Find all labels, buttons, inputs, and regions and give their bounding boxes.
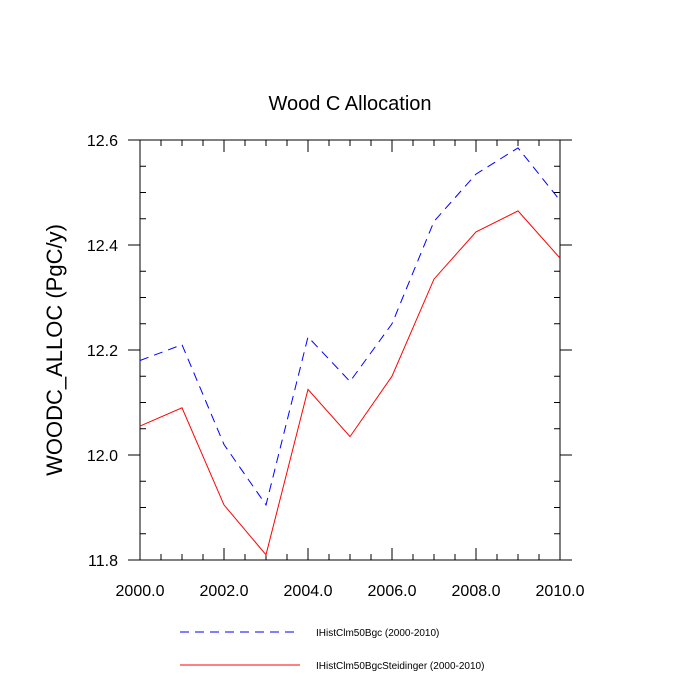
y-tick-label: 12.0 xyxy=(87,448,118,465)
series-line-1 xyxy=(139,210,561,556)
x-tick-label: 2004.0 xyxy=(284,583,333,600)
series-line-0 xyxy=(139,147,561,507)
y-tick-label: 12.2 xyxy=(87,343,118,360)
series-lines xyxy=(139,147,561,556)
y-tick-label: 11.8 xyxy=(88,553,118,570)
x-tick-label: 2006.0 xyxy=(368,583,417,600)
x-tick-label: 2000.0 xyxy=(116,583,165,600)
axis-ticks xyxy=(128,139,572,561)
y-tick-label: 12.4 xyxy=(87,238,118,255)
chart-title: Wood C Allocation xyxy=(268,93,431,115)
y-tick-label: 12.6 xyxy=(87,133,118,150)
x-tick-label: 2010.0 xyxy=(536,583,585,600)
legend-label-0: IHistClm50Bgc (2000-2010) xyxy=(316,628,439,639)
x-tick-labels: 2000.0 2002.0 2004.0 2006.0 2008.0 2010.0 xyxy=(116,583,585,600)
plot-frame xyxy=(139,139,561,561)
y-tick-labels: 11.8 12.0 12.2 12.4 12.6 xyxy=(87,133,118,570)
legend: IHistClm50Bgc (2000-2010) IHistClm50BgcSt… xyxy=(180,628,484,672)
x-tick-label: 2002.0 xyxy=(200,583,249,600)
y-axis-label: WOODC_ALLOC (PgC/y) xyxy=(42,224,67,476)
x-tick-label: 2008.0 xyxy=(452,583,501,600)
legend-label-1: IHistClm50BgcSteidinger (2000-2010) xyxy=(316,661,484,672)
